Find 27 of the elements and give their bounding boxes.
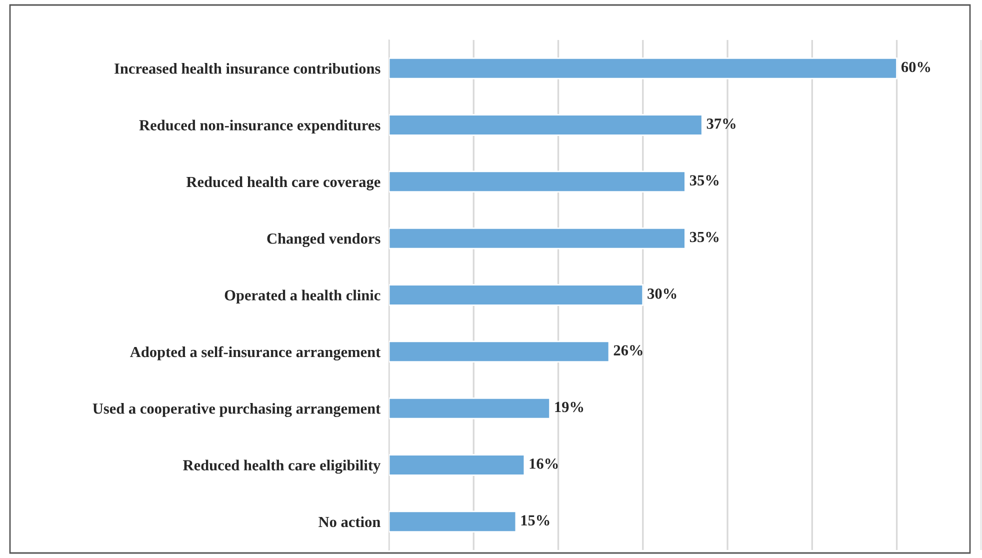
bar	[389, 114, 703, 136]
bar	[389, 510, 517, 533]
bar	[389, 227, 686, 250]
data-label: 16%	[530, 458, 558, 469]
bar	[389, 397, 550, 420]
data-label: 60%	[901, 62, 930, 72]
data-label: 35%	[690, 232, 718, 242]
data-label: 37%	[706, 118, 736, 129]
data-label: 19%	[555, 402, 584, 412]
y-tick-label: Reduced health care eligibility	[183, 460, 381, 474]
y-tick-label: Reduced non-insurance expenditures	[139, 120, 380, 134]
data-label: 26%	[614, 345, 642, 356]
bar	[389, 170, 686, 193]
y-tick-label: Adopted a self-insurance arrangement	[130, 346, 381, 360]
bar	[389, 454, 526, 476]
data-label: 35%	[690, 175, 718, 186]
y-tick-label: Reduced health care coverage	[186, 176, 380, 190]
bar	[389, 340, 610, 363]
y-tick-label: No action	[318, 516, 380, 528]
data-label: 15%	[521, 515, 550, 526]
bar	[389, 57, 898, 80]
data-label: 30%	[648, 288, 676, 299]
y-tick-label: Increased health insurance contributions	[114, 63, 380, 74]
bar	[389, 284, 644, 306]
y-tick-label: Changed vendors	[267, 233, 380, 248]
y-tick-label: Used a cooperative purchasing arrangement	[92, 403, 381, 418]
y-tick-label: Operated a health clinic	[224, 290, 380, 304]
